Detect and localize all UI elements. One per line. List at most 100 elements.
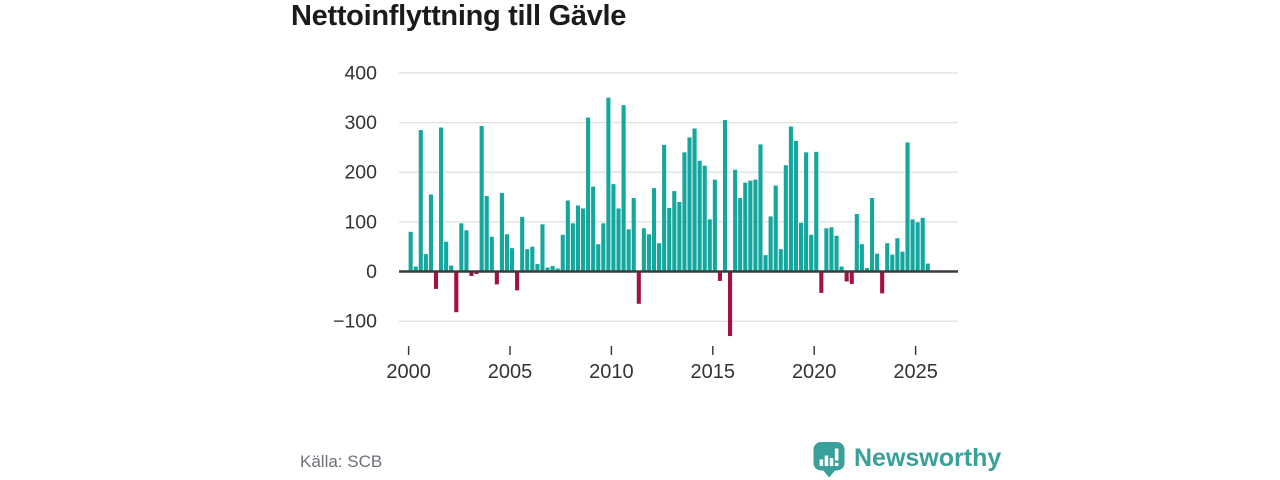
bar-2014-Q2 (697, 160, 702, 272)
bar-2001-Q4 (444, 241, 449, 272)
bar-2014-Q4 (707, 219, 712, 272)
bar-2023-Q4 (890, 254, 895, 272)
bar-2017-Q3 (763, 255, 768, 272)
bar-2016-Q4 (748, 180, 753, 272)
bar-2025-Q1 (915, 222, 920, 272)
y-tick-label-400: 400 (344, 62, 377, 84)
bar-2020-Q2 (819, 271, 824, 293)
bar-2021-Q2 (839, 266, 844, 272)
chart-title: Nettoinflyttning till Gävle (291, 0, 627, 32)
bar-2003-Q4 (484, 196, 489, 272)
source-note: Källa: SCB (300, 452, 383, 471)
bar-2012-Q4 (667, 207, 672, 272)
bar-2006-Q4 (545, 267, 550, 272)
bar-2004-Q2 (494, 271, 499, 285)
y-tick-label-200: 200 (344, 162, 377, 184)
bar-2011-Q2 (636, 271, 641, 304)
bar-2003-Q3 (479, 126, 484, 272)
bar-2010-Q4 (626, 229, 631, 272)
bar-2020-Q3 (824, 228, 829, 272)
bar-2009-Q3 (601, 223, 606, 272)
bar-2022-Q2 (859, 244, 864, 272)
bar-2021-Q4 (849, 271, 854, 284)
bar-2018-Q1 (773, 185, 778, 272)
bar-2023-Q2 (880, 271, 885, 294)
bar-2024-Q3 (905, 142, 910, 272)
bar-2012-Q1 (651, 188, 657, 272)
bar-2008-Q4 (586, 117, 591, 272)
bar-2001-Q2 (433, 271, 439, 289)
newsworthy-wordmark: Newsworthy (854, 444, 1002, 472)
bar-2013-Q2 (677, 201, 682, 272)
bar-2022-Q1 (854, 213, 859, 272)
bar-2023-Q1 (875, 253, 880, 272)
bar-2002-Q4 (464, 230, 469, 272)
x-tick-label-2000: 2000 (386, 361, 431, 383)
bar-2016-Q1 (733, 169, 738, 272)
bar-2010-Q3 (621, 105, 626, 272)
bar-2012-Q2 (657, 243, 662, 272)
bar-2021-Q3 (844, 271, 849, 282)
bar-2004-Q3 (499, 193, 504, 272)
x-tick-label-2020: 2020 (792, 361, 837, 383)
bar-2019-Q1 (793, 140, 799, 272)
bar-2005-Q2 (515, 271, 520, 291)
bar-2020-Q4 (829, 227, 834, 272)
bar-2024-Q4 (910, 219, 915, 272)
bar-2013-Q3 (682, 152, 687, 272)
bar-2017-Q4 (768, 216, 773, 272)
bar-2004-Q1 (489, 236, 494, 272)
bar-2007-Q2 (555, 268, 560, 272)
bar-2000-Q1 (408, 231, 413, 272)
bar-2003-Q1 (469, 271, 474, 276)
x-axis-labels: 2000 2005 2010 2015 2020 2025 (386, 361, 938, 383)
x-tick-label-2025: 2025 (893, 361, 938, 383)
bar-2006-Q1 (530, 246, 535, 272)
bar-2025-Q3 (925, 263, 930, 272)
bar-2016-Q2 (738, 198, 743, 272)
bar-2004-Q4 (504, 234, 510, 272)
bar-2021-Q1 (834, 235, 839, 272)
bar-2015-Q3 (722, 120, 728, 272)
bar-2007-Q4 (565, 200, 570, 272)
bar-2015-Q2 (717, 271, 722, 281)
bar-2022-Q3 (864, 268, 869, 272)
bar-2005-Q3 (520, 216, 525, 272)
bar-2019-Q4 (809, 234, 814, 272)
y-tick-label-100: 100 (344, 211, 377, 233)
bar-2001-Q3 (439, 127, 444, 272)
bar-2025-Q2 (920, 217, 925, 272)
bar-2009-Q4 (606, 97, 611, 272)
bar-2006-Q2 (535, 264, 540, 272)
bar-2017-Q1 (753, 179, 758, 272)
bar-2005-Q1 (510, 248, 515, 272)
bar-2009-Q2 (596, 244, 601, 272)
bar-2022-Q4 (869, 198, 875, 272)
bar-2024-Q2 (900, 251, 905, 272)
x-tick-label-2005: 2005 (488, 361, 533, 383)
bars (408, 97, 930, 337)
x-tick-label-2010: 2010 (589, 361, 634, 383)
bar-2002-Q1 (449, 265, 454, 272)
bar-2007-Q3 (560, 234, 565, 272)
bar-2015-Q4 (728, 271, 733, 337)
bar-2013-Q4 (687, 137, 692, 272)
y-tick-label--100: −100 (333, 311, 377, 333)
newsworthy-brand: Newsworthy (812, 441, 1001, 478)
net-migration-bar-chart: 400 300 200 100 0 −100 2000 2005 2010 2015 2020 202… (333, 62, 958, 383)
x-tick-label-2015: 2015 (691, 361, 736, 383)
bar-2012-Q3 (662, 144, 667, 272)
bar-2009-Q1 (591, 186, 596, 272)
bar-2018-Q2 (778, 249, 783, 272)
bar-2002-Q3 (459, 223, 464, 272)
bar-2011-Q3 (641, 228, 646, 272)
bar-2000-Q3 (418, 130, 423, 272)
bar-2019-Q2 (798, 222, 804, 272)
bar-2011-Q4 (646, 234, 651, 272)
bar-2006-Q3 (540, 224, 545, 272)
bar-2020-Q1 (814, 151, 819, 272)
bar-2010-Q1 (611, 184, 616, 272)
bar-2018-Q4 (788, 126, 793, 272)
x-axis-ticks (407, 346, 917, 355)
